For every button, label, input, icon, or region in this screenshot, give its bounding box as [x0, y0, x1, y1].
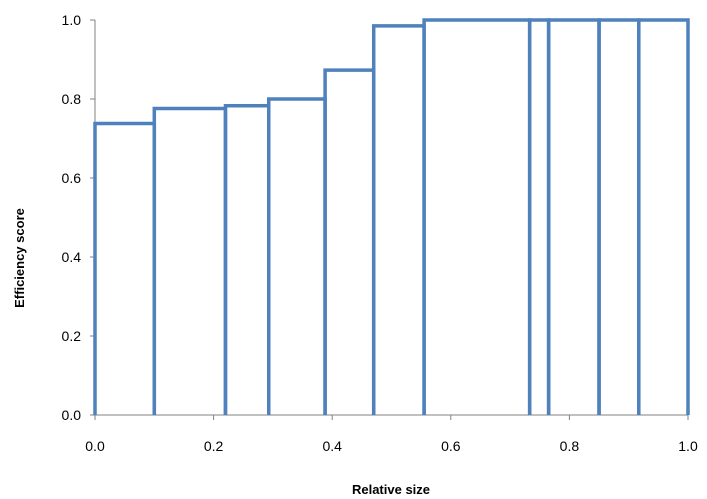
x-tick-label: 0.6 [441, 438, 461, 454]
bars [93, 18, 690, 415]
bar [266, 97, 327, 415]
y-tick-label: 0.8 [62, 91, 82, 107]
bar [637, 18, 690, 415]
x-axis-title: Relative size [352, 482, 430, 497]
x-tick-label: 1.0 [678, 438, 698, 454]
bar [371, 24, 426, 415]
x-tick-label: 0.8 [560, 438, 580, 454]
bar [323, 68, 376, 415]
tick-marks [90, 19, 689, 420]
x-tick-label: 0.2 [204, 438, 224, 454]
bar [422, 18, 532, 415]
bar [152, 106, 228, 415]
x-tick-label: 0.4 [322, 438, 342, 454]
bar [527, 18, 551, 415]
y-tick-label: 0.0 [62, 407, 82, 423]
bar [223, 103, 271, 415]
y-tick-label: 0.4 [62, 249, 82, 265]
y-axis-title: Efficiency score [12, 208, 27, 308]
bar [546, 18, 601, 415]
y-tick-label: 0.6 [62, 170, 82, 186]
bar [597, 18, 641, 415]
y-tick-label: 0.2 [62, 328, 82, 344]
tick-labels: 0.0 0.2 0.4 0.6 0.8 1.0 0.0 0.2 0.4 0.6 0.8 1.0 [62, 12, 698, 454]
y-tick-label: 1.0 [62, 12, 82, 28]
bar [93, 121, 157, 415]
x-tick-label: 0.0 [85, 438, 105, 454]
